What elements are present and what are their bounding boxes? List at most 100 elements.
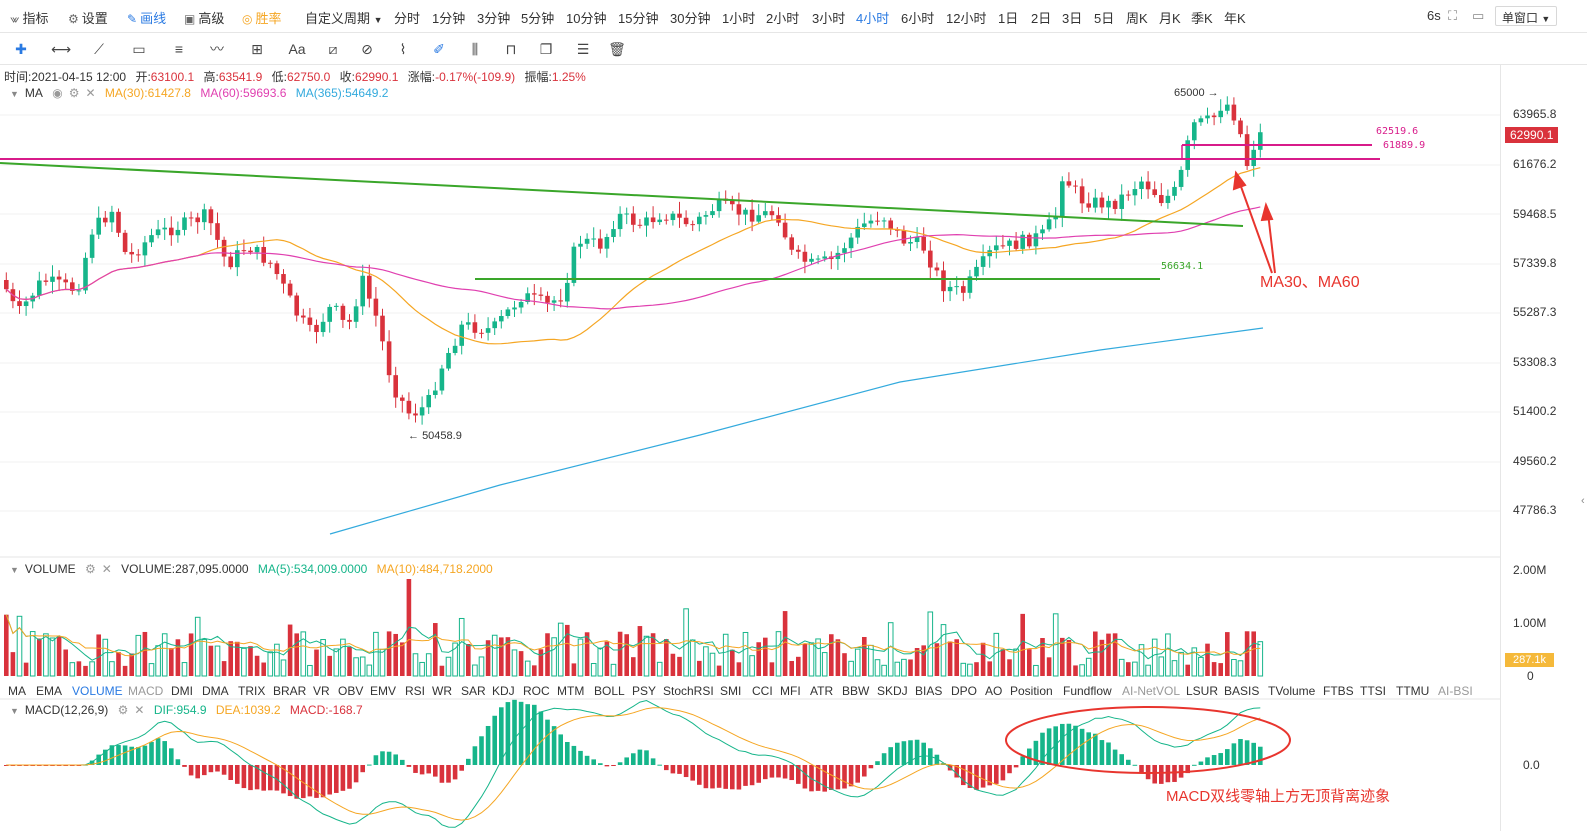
indicator-tab[interactable]: TTMU (1396, 684, 1430, 698)
indicator-tab[interactable]: BOLL (594, 684, 625, 698)
collapse-icon[interactable]: ▼ (10, 89, 19, 99)
indicator-tab[interactable]: CCI (752, 684, 773, 698)
period-tab[interactable]: 1日 (998, 11, 1019, 26)
period-tab[interactable]: 分时 (394, 11, 421, 26)
candle-icon[interactable]: ⫼ (471, 41, 479, 57)
period-tab[interactable]: 10分钟 (566, 11, 607, 26)
refresh-interval[interactable]: 6s (1427, 8, 1441, 23)
indicator-tab[interactable]: SAR (461, 684, 486, 698)
period-tab[interactable]: 6小时 (901, 11, 935, 26)
wave-icon[interactable]: 〰 (210, 41, 224, 57)
period-tab[interactable]: 周K (1126, 11, 1148, 26)
draw-button[interactable]: ✎ 画线 (127, 8, 166, 27)
indicator-tab[interactable]: BASIS (1224, 684, 1260, 698)
ruler-icon[interactable]: ⌇ (399, 41, 407, 57)
indicator-tab[interactable]: MA (8, 684, 26, 698)
period-tab[interactable]: 1分钟 (432, 11, 466, 26)
close-icon[interactable]: ✕ (101, 562, 112, 576)
indicator-tab[interactable]: ATR (810, 684, 834, 698)
descending-trendline[interactable] (0, 162, 1244, 227)
indicator-tab[interactable]: OBV (338, 684, 364, 698)
period-tab[interactable]: 2日 (1031, 11, 1052, 26)
indicator-tab[interactable]: DMA (202, 684, 229, 698)
gear-icon[interactable]: ⚙ (68, 86, 80, 100)
indicator-button[interactable]: ⩖ 指标 (10, 8, 48, 27)
parallel-channel-icon[interactable]: ≡ (174, 41, 184, 57)
indicator-tab[interactable]: TRIX (238, 684, 266, 698)
indicator-tab[interactable]: BRAR (273, 684, 307, 698)
indicator-tab[interactable]: SKDJ (877, 684, 908, 698)
indicator-tab[interactable]: AI-NetVOL (1122, 684, 1181, 698)
indicator-tab[interactable]: PSY (632, 684, 657, 698)
period-tab[interactable]: 5分钟 (521, 11, 555, 26)
indicator-tab[interactable]: AO (985, 684, 1003, 698)
indicator-tab[interactable]: DPO (951, 684, 978, 698)
indicator-tab[interactable]: EMA (36, 684, 63, 698)
collapse-icon[interactable]: ▼ (10, 565, 19, 575)
indicator-tab[interactable]: DMI (171, 684, 193, 698)
measure-icon[interactable]: ⊞ (251, 41, 263, 57)
winrate-button[interactable]: ◎ 胜率 (242, 8, 282, 27)
period-tab[interactable]: 1小时 (722, 11, 756, 26)
period-tab[interactable]: 年K (1224, 11, 1246, 26)
indicator-tab[interactable]: WR (432, 684, 452, 698)
indicator-tab[interactable]: AI-BSI (1438, 684, 1473, 698)
indicator-tab[interactable]: KDJ (492, 684, 515, 698)
indicator-tab[interactable]: TTSI (1360, 684, 1386, 698)
indicator-tab[interactable]: StochRSI (663, 684, 714, 698)
indicator-tab[interactable]: Fundflow (1063, 684, 1112, 698)
indicator-tab[interactable]: RSI (405, 684, 426, 698)
template-icon[interactable]: ☰ (576, 41, 590, 57)
kline-chart[interactable]: 62519.6 61889.9 56634.1 65000 → ← 50458.… (0, 65, 1500, 831)
copy-icon[interactable]: ❐ (539, 41, 553, 57)
horizontal-segment-icon[interactable]: ⟷ (50, 41, 72, 57)
custom-period-dropdown[interactable]: 自定义周期 ▼ (305, 8, 383, 27)
magnet-icon[interactable]: ⊘ (361, 41, 373, 57)
indicator-tab[interactable]: MACD (128, 684, 164, 698)
indicator-tab[interactable]: Position (1010, 684, 1053, 698)
indicator-tab[interactable]: BIAS (915, 684, 943, 698)
period-tab[interactable]: 3日 (1062, 11, 1083, 26)
period-tab[interactable]: 15分钟 (618, 11, 659, 26)
period-tab[interactable]: 4小时 (856, 11, 890, 26)
trash-icon[interactable]: 🗑 (608, 41, 626, 57)
settings-button[interactable]: ⚙ 设置 (68, 8, 108, 27)
period-tab[interactable]: 2小时 (766, 11, 800, 26)
drawing-mode-icon[interactable]: ✐ (433, 41, 445, 57)
pattern-icon[interactable]: ⧄ (328, 41, 338, 57)
expand-arrow-icon[interactable]: ‹ (1581, 495, 1585, 507)
indicator-tab[interactable]: MTM (557, 684, 585, 698)
eye-icon[interactable]: ◉ (52, 86, 63, 100)
text-tool-icon[interactable]: Aa (288, 41, 306, 57)
period-tab[interactable]: 季K (1191, 11, 1213, 26)
period-tab[interactable]: 3分钟 (477, 11, 511, 26)
crosshair-icon[interactable]: ✚ (15, 41, 27, 57)
period-tab[interactable]: 12小时 (946, 11, 987, 26)
indicator-tab[interactable]: ROC (523, 684, 550, 698)
indicator-tab[interactable]: FTBS (1323, 684, 1354, 698)
indicator-tab[interactable]: LSUR (1186, 684, 1219, 698)
period-tab[interactable]: 30分钟 (670, 11, 711, 26)
collapse-icon[interactable]: ▼ (10, 706, 19, 716)
close-icon[interactable]: ✕ (134, 703, 145, 717)
lock-icon[interactable]: ⊓ (505, 41, 517, 57)
indicator-tab[interactable]: BBW (842, 684, 870, 698)
indicator-tab[interactable]: MFI (780, 684, 801, 698)
camera-icon[interactable]: ▭ (1472, 8, 1485, 23)
period-tab[interactable]: 月K (1159, 11, 1181, 26)
indicator-tab[interactable]: EMV (370, 684, 397, 698)
indicator-tab[interactable]: VR (313, 684, 330, 698)
window-mode-dropdown[interactable]: 单窗口 ▼ (1495, 6, 1558, 26)
gear-icon[interactable]: ⚙ (117, 703, 129, 717)
advanced-button[interactable]: ▣ 高级 (184, 8, 224, 27)
rectangle-icon[interactable]: ▭ (132, 41, 146, 57)
indicator-tab[interactable]: TVolume (1268, 684, 1316, 698)
period-tab[interactable]: 5日 (1094, 11, 1115, 26)
trendline-icon[interactable]: ⟋ (94, 41, 104, 57)
gear-icon[interactable]: ⚙ (84, 562, 96, 576)
indicator-tab[interactable]: SMI (720, 684, 742, 698)
period-tab[interactable]: 3小时 (812, 11, 846, 26)
fullscreen-icon[interactable]: ⛶ (1448, 8, 1458, 23)
close-icon[interactable]: ✕ (85, 86, 96, 100)
indicator-tab[interactable]: VOLUME (72, 684, 123, 698)
